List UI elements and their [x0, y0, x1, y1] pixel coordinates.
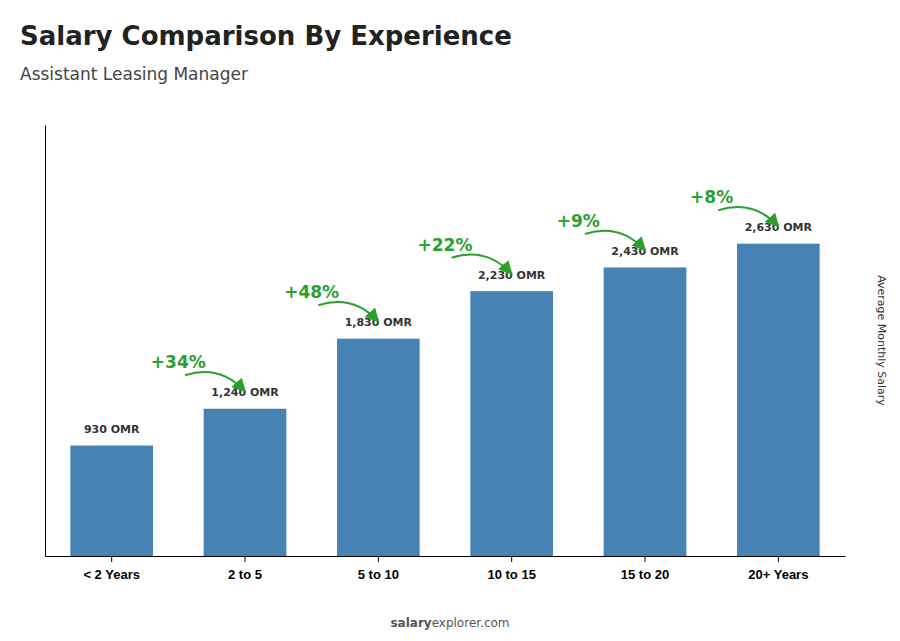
- data-label: 2,430 OMR: [611, 245, 679, 258]
- x-tick-label: 5 to 10: [358, 567, 399, 582]
- plot: < 2 Years 2 to 5 5 to 10 10 to 15 15 to 20 20…: [46, 126, 846, 583]
- bar: [737, 244, 820, 556]
- x-tick-label: < 2 Years: [83, 567, 140, 582]
- change-arrow: [718, 207, 778, 226]
- annotations: +34% +48% +22% +9% +8%: [151, 187, 778, 391]
- bar: [337, 339, 420, 556]
- x-tick-mark: [111, 556, 112, 562]
- x-tick-mark: [378, 556, 379, 562]
- bar: [70, 446, 153, 556]
- data-label: 2,630 OMR: [745, 221, 813, 234]
- x-axis-line: [46, 556, 846, 557]
- bar: [470, 291, 553, 556]
- x-tick: 2 to 5: [228, 556, 262, 582]
- x-tick-mark: [245, 556, 246, 562]
- x-axis: < 2 Years 2 to 5 5 to 10 10 to 15 15 to 20 20…: [46, 556, 846, 582]
- bars: [70, 244, 819, 556]
- chart: Salary Comparison By Experience Assistant…: [0, 0, 900, 641]
- subtitle: Assistant Leasing Manager: [20, 64, 248, 84]
- x-tick: 20+ Years: [748, 556, 808, 582]
- change-label: +8%: [690, 187, 733, 207]
- y-axis: [45, 126, 46, 557]
- x-tick: < 2 Years: [83, 556, 140, 582]
- watermark: salaryexplorer.com: [390, 616, 509, 630]
- data-label: 1,830 OMR: [345, 316, 413, 329]
- data-label: 2,230 OMR: [478, 269, 546, 282]
- x-tick-label: 10 to 15: [487, 567, 535, 582]
- change-label: +9%: [557, 211, 600, 231]
- change-label: +34%: [151, 352, 206, 372]
- bar: [604, 267, 687, 556]
- data-label: 1,240 OMR: [211, 386, 279, 399]
- change-arrow: [452, 255, 512, 274]
- change-arrow: [318, 302, 378, 321]
- x-tick-mark: [511, 556, 512, 562]
- change-label: +48%: [284, 282, 339, 302]
- x-tick: 15 to 20: [621, 556, 669, 582]
- change-arrow: [585, 231, 645, 250]
- x-tick-label: 20+ Years: [748, 567, 808, 582]
- title: Salary Comparison By Experience: [20, 21, 512, 51]
- change-label: +22%: [418, 235, 473, 255]
- x-tick-mark: [778, 556, 779, 562]
- x-tick: 10 to 15: [487, 556, 535, 582]
- data-label: 930 OMR: [84, 423, 140, 436]
- bar: [204, 409, 287, 556]
- watermark-part: explorer.com: [432, 616, 510, 630]
- data-labels: 930 OMR 1,240 OMR 1,830 OMR 2,230 OMR 2,430 …: [84, 221, 813, 436]
- x-tick-mark: [645, 556, 646, 562]
- x-tick-label: 2 to 5: [228, 567, 262, 582]
- x-tick: 5 to 10: [358, 556, 399, 582]
- y-axis-title: Average Monthly Salary: [875, 275, 888, 406]
- watermark-part: salary: [390, 616, 431, 630]
- y-axis-line: [45, 126, 46, 557]
- x-tick-label: 15 to 20: [621, 567, 669, 582]
- change-arrow: [185, 372, 245, 391]
